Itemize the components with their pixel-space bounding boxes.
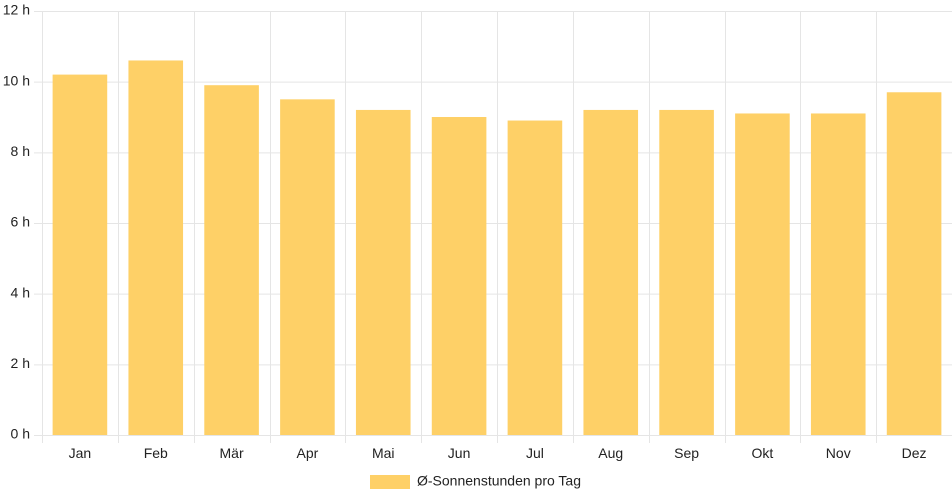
bar-dez[interactable] bbox=[886, 92, 942, 436]
bar-okt[interactable] bbox=[735, 113, 790, 435]
bar-aug[interactable] bbox=[583, 109, 639, 435]
y-tick-label: 10 h bbox=[3, 72, 30, 88]
x-axis-ticks: Jan Feb Mär Apr Mai Jun Jul Aug Sep Okt Nov Dez bbox=[69, 445, 927, 461]
x-tick-label: Feb bbox=[144, 445, 168, 461]
x-tick-label: Dez bbox=[902, 445, 927, 461]
x-tick-label: Aug bbox=[598, 445, 623, 461]
bar-sep[interactable] bbox=[659, 109, 714, 435]
y-tick-label: 8 h bbox=[11, 143, 30, 159]
x-tick-label: Nov bbox=[826, 445, 851, 461]
x-tick-label: Okt bbox=[752, 445, 774, 461]
grid-lines bbox=[34, 11, 952, 443]
x-tick-label: Sep bbox=[674, 445, 699, 461]
legend-label: Ø-Sonnenstunden pro Tag bbox=[417, 473, 581, 489]
x-tick-label: Jul bbox=[526, 445, 544, 461]
bar-mär[interactable] bbox=[204, 85, 259, 435]
x-tick-label: Mai bbox=[372, 445, 395, 461]
x-tick-label: Mär bbox=[220, 445, 244, 461]
bar-jan[interactable] bbox=[52, 74, 108, 435]
x-tick-label: Jan bbox=[69, 445, 92, 461]
y-tick-label: 4 h bbox=[11, 284, 30, 300]
bars bbox=[52, 60, 942, 436]
y-tick-label: 2 h bbox=[11, 355, 30, 371]
x-tick-label: Apr bbox=[297, 445, 319, 461]
y-tick-label: 6 h bbox=[11, 214, 30, 230]
bar-jun[interactable] bbox=[431, 117, 487, 435]
y-tick-label: 12 h bbox=[3, 2, 30, 18]
bar-apr[interactable] bbox=[280, 99, 335, 435]
legend[interactable]: Ø-Sonnenstunden pro Tag bbox=[370, 473, 581, 489]
y-axis-ticks: 0 h 2 h 4 h 6 h 8 h 10 h 12 h bbox=[3, 2, 30, 442]
bar-nov[interactable] bbox=[810, 113, 866, 435]
bar-feb[interactable] bbox=[128, 60, 184, 435]
x-tick-label: Jun bbox=[448, 445, 471, 461]
y-tick-label: 0 h bbox=[11, 426, 30, 442]
legend-swatch bbox=[370, 475, 410, 489]
bar-jul[interactable] bbox=[507, 120, 563, 436]
bar-mai[interactable] bbox=[355, 109, 411, 435]
